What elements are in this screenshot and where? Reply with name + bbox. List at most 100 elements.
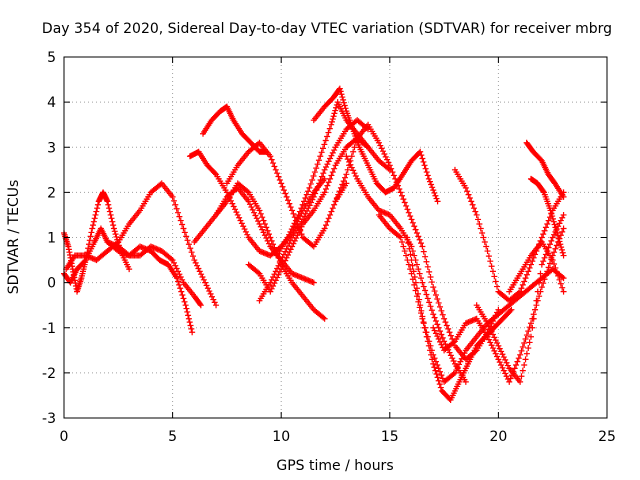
data-point — [424, 263, 431, 270]
data-point — [94, 201, 101, 208]
data-point — [388, 165, 395, 172]
data-point — [344, 156, 351, 163]
data-point — [328, 118, 335, 125]
data-point — [431, 189, 438, 196]
data-point — [267, 234, 274, 241]
data-point — [284, 242, 291, 249]
data-point — [483, 243, 490, 250]
data-point — [175, 209, 182, 216]
data-point — [420, 158, 427, 165]
data-point — [417, 148, 424, 155]
data-point — [415, 266, 422, 273]
data-point — [484, 248, 491, 255]
data-point — [286, 200, 293, 207]
data-point — [348, 164, 355, 171]
data-point — [495, 342, 502, 349]
data-point — [503, 373, 510, 380]
data-point — [386, 162, 393, 169]
series-sat-u — [523, 139, 567, 200]
data-point — [279, 183, 286, 190]
data-point — [437, 368, 444, 375]
data-point — [336, 188, 343, 195]
data-point — [502, 370, 509, 377]
data-point — [257, 210, 264, 217]
data-point — [430, 324, 437, 331]
data-point — [309, 176, 316, 183]
data-point — [329, 205, 336, 212]
data-point — [351, 144, 358, 151]
data-point — [308, 199, 315, 206]
data-point — [494, 283, 501, 290]
data-point — [498, 361, 505, 368]
data-point — [110, 222, 117, 229]
series-sat-v — [527, 175, 567, 259]
data-point — [261, 232, 268, 239]
data-point — [433, 371, 440, 378]
data-point — [532, 306, 539, 313]
data-point — [522, 336, 529, 343]
data-point — [298, 205, 305, 212]
data-point — [305, 205, 312, 212]
data-point — [422, 329, 429, 336]
data-point — [410, 268, 417, 275]
data-point — [426, 299, 433, 306]
data-point — [287, 228, 294, 235]
data-point — [246, 201, 253, 208]
data-point — [255, 269, 262, 276]
data-point — [438, 372, 445, 379]
data-point — [90, 218, 97, 225]
data-point — [555, 235, 562, 242]
data-point — [172, 201, 179, 208]
data-point — [545, 244, 552, 251]
data-point — [90, 222, 97, 229]
data-point — [197, 301, 204, 308]
data-point — [415, 233, 422, 240]
data-point — [187, 245, 194, 252]
data-point — [411, 223, 418, 230]
data-point — [92, 211, 99, 218]
data-point — [436, 381, 443, 388]
data-point — [560, 193, 567, 200]
data-point — [462, 184, 469, 191]
data-point — [447, 332, 454, 339]
data-point — [237, 217, 244, 224]
series-sat-i — [223, 139, 350, 250]
data-point — [200, 276, 207, 283]
data-point — [180, 295, 187, 302]
data-point — [249, 206, 256, 213]
data-point — [244, 188, 251, 195]
data-point — [419, 279, 426, 286]
data-point — [292, 217, 299, 224]
data-point — [442, 319, 449, 326]
data-point — [533, 297, 540, 304]
data-point — [428, 181, 435, 188]
data-point — [555, 272, 562, 279]
data-point — [542, 251, 549, 258]
data-point — [337, 184, 344, 191]
data-point — [321, 189, 328, 196]
data-point — [310, 173, 317, 180]
data-point — [111, 228, 118, 235]
data-point — [202, 279, 209, 286]
data-point — [545, 217, 552, 224]
data-point — [430, 284, 437, 291]
data-point — [324, 182, 331, 189]
data-point — [106, 205, 113, 212]
data-point — [443, 322, 450, 329]
data-point — [270, 160, 277, 167]
data-point — [272, 166, 279, 173]
data-point — [518, 373, 525, 380]
data-point — [489, 268, 496, 275]
x-tick-label: 0 — [60, 429, 69, 445]
data-point — [381, 151, 388, 158]
data-point — [549, 234, 556, 241]
data-point — [432, 317, 439, 324]
data-point — [188, 249, 195, 256]
data-point — [541, 254, 548, 261]
data-point — [431, 288, 438, 295]
data-point — [290, 210, 297, 217]
series-sat-k — [256, 117, 372, 304]
data-point — [419, 313, 426, 320]
data-point — [548, 237, 555, 244]
data-point — [384, 156, 391, 163]
